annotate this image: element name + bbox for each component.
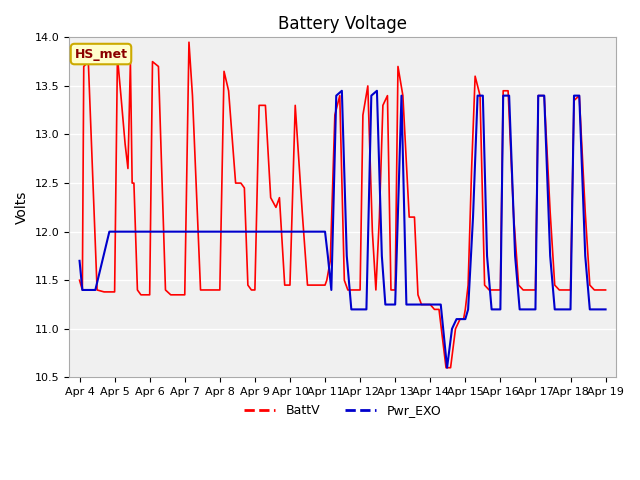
Legend: BattV, Pwr_EXO: BattV, Pwr_EXO <box>239 399 446 422</box>
Text: HS_met: HS_met <box>74 48 127 60</box>
BattV <box>442 365 450 371</box>
BattV <box>76 277 83 283</box>
BattV <box>391 287 399 293</box>
Pwr_EXO <box>397 93 405 98</box>
Pwr_EXO <box>566 307 574 312</box>
Pwr_EXO <box>76 258 83 264</box>
Pwr_EXO <box>602 307 609 312</box>
Pwr_EXO <box>363 307 371 312</box>
Y-axis label: Volts: Volts <box>15 191 29 224</box>
BattV <box>177 292 185 298</box>
Pwr_EXO <box>338 88 346 94</box>
Pwr_EXO <box>581 253 589 259</box>
BattV <box>248 287 255 293</box>
Pwr_EXO <box>444 365 451 371</box>
BattV <box>113 54 121 60</box>
Line: BattV: BattV <box>79 42 605 368</box>
BattV <box>326 258 334 264</box>
Pwr_EXO <box>561 307 568 312</box>
BattV <box>185 39 193 45</box>
BattV <box>602 287 609 293</box>
BattV <box>79 287 86 293</box>
Title: Battery Voltage: Battery Voltage <box>278 15 407 33</box>
Pwr_EXO <box>460 316 467 322</box>
Line: Pwr_EXO: Pwr_EXO <box>79 91 605 368</box>
